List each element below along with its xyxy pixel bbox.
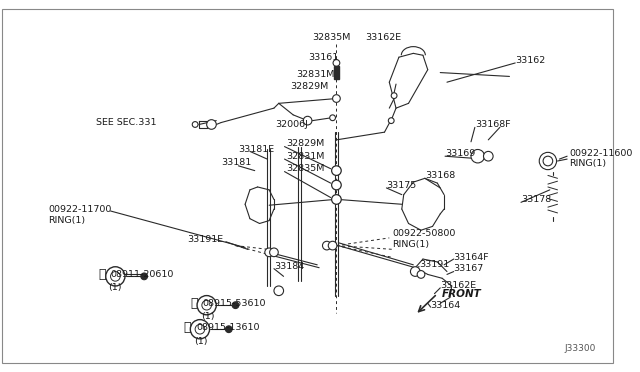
Circle shape bbox=[388, 118, 394, 124]
Circle shape bbox=[391, 93, 397, 99]
Text: RING(1): RING(1) bbox=[392, 240, 429, 249]
Text: 33162: 33162 bbox=[515, 55, 545, 65]
Text: 00922-11600: 00922-11600 bbox=[569, 149, 632, 158]
Circle shape bbox=[190, 320, 209, 339]
Circle shape bbox=[141, 273, 148, 280]
Text: 33162E: 33162E bbox=[365, 33, 401, 42]
Circle shape bbox=[333, 95, 340, 102]
Circle shape bbox=[471, 150, 484, 163]
Text: SEE SEC.331: SEE SEC.331 bbox=[96, 118, 157, 127]
Circle shape bbox=[207, 120, 216, 129]
Text: 32006J: 32006J bbox=[275, 120, 308, 129]
Text: 33164: 33164 bbox=[431, 301, 461, 310]
Text: 32829M: 32829M bbox=[287, 139, 324, 148]
Text: FRONT: FRONT bbox=[442, 289, 482, 299]
Text: 32835M: 32835M bbox=[312, 33, 351, 42]
Circle shape bbox=[332, 166, 341, 176]
Circle shape bbox=[303, 116, 312, 125]
Text: 33184: 33184 bbox=[274, 262, 304, 271]
Text: 00922-50800: 00922-50800 bbox=[392, 229, 456, 238]
Text: RING(1): RING(1) bbox=[569, 159, 606, 169]
Text: 32835M: 32835M bbox=[287, 164, 325, 173]
Text: 33164F: 33164F bbox=[454, 253, 490, 262]
Circle shape bbox=[410, 267, 420, 276]
Text: RING(1): RING(1) bbox=[48, 216, 85, 225]
Text: 32829M: 32829M bbox=[291, 83, 328, 92]
Text: 33178: 33178 bbox=[521, 195, 551, 204]
Circle shape bbox=[328, 241, 337, 250]
Circle shape bbox=[232, 302, 239, 308]
Circle shape bbox=[332, 195, 341, 204]
Text: 33162E: 33162E bbox=[440, 282, 476, 291]
Text: 33168: 33168 bbox=[425, 171, 455, 180]
Bar bbox=[333, 66, 339, 79]
Circle shape bbox=[330, 115, 335, 121]
Circle shape bbox=[192, 122, 198, 127]
Text: 08915-13610: 08915-13610 bbox=[196, 323, 260, 332]
Circle shape bbox=[197, 296, 216, 315]
Text: (1): (1) bbox=[201, 312, 214, 321]
Circle shape bbox=[543, 156, 553, 166]
Circle shape bbox=[111, 272, 120, 281]
Text: 33181E: 33181E bbox=[238, 145, 275, 154]
Circle shape bbox=[274, 286, 284, 296]
Text: 33168F: 33168F bbox=[475, 120, 511, 129]
Circle shape bbox=[540, 153, 557, 170]
Text: 32831M: 32831M bbox=[296, 70, 335, 79]
Text: 00922-11700: 00922-11700 bbox=[48, 205, 111, 214]
Text: 33191E: 33191E bbox=[188, 235, 223, 244]
Circle shape bbox=[269, 248, 278, 257]
Circle shape bbox=[483, 151, 493, 161]
Text: 08911-20610: 08911-20610 bbox=[111, 270, 174, 279]
Circle shape bbox=[323, 241, 331, 250]
Text: 33167: 33167 bbox=[454, 264, 484, 273]
Circle shape bbox=[417, 270, 425, 278]
Text: (1): (1) bbox=[194, 337, 207, 346]
Text: 33181: 33181 bbox=[221, 158, 252, 167]
Text: 33161: 33161 bbox=[308, 53, 339, 62]
Text: 32831M: 32831M bbox=[287, 152, 325, 161]
Circle shape bbox=[265, 248, 273, 257]
Circle shape bbox=[195, 324, 205, 334]
Text: 33169: 33169 bbox=[445, 149, 476, 158]
Text: (1): (1) bbox=[109, 283, 122, 292]
Circle shape bbox=[332, 180, 341, 190]
Circle shape bbox=[333, 60, 340, 66]
Text: Ⓝ: Ⓝ bbox=[98, 268, 106, 281]
Text: 33191: 33191 bbox=[419, 260, 449, 269]
Circle shape bbox=[225, 326, 232, 333]
Circle shape bbox=[106, 267, 125, 286]
Text: Ⓦ: Ⓦ bbox=[184, 321, 191, 334]
Text: Ⓦ: Ⓦ bbox=[191, 297, 198, 310]
Text: 33175: 33175 bbox=[387, 180, 417, 190]
Text: 08915-53610: 08915-53610 bbox=[203, 299, 266, 308]
Text: J33300: J33300 bbox=[564, 344, 596, 353]
Circle shape bbox=[202, 300, 211, 310]
